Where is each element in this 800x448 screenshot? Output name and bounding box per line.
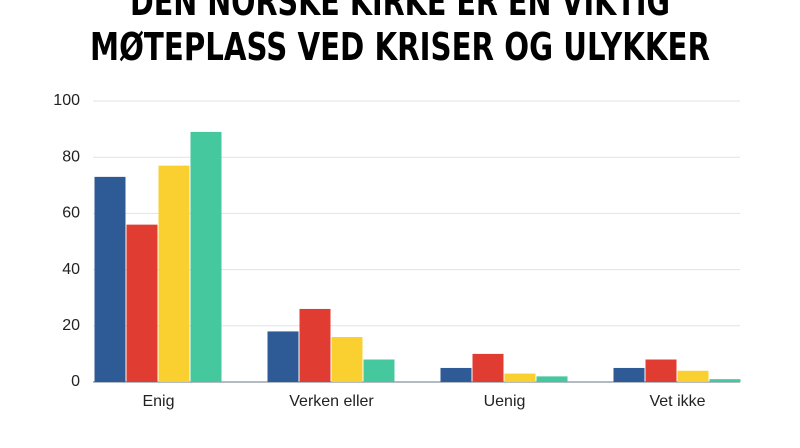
x-tick-label: Enig	[142, 393, 174, 410]
bar	[645, 359, 677, 382]
y-tick-label: 80	[62, 148, 80, 165]
bar	[299, 308, 331, 382]
bar	[158, 165, 190, 382]
bar	[126, 224, 158, 382]
y-tick-label: 60	[62, 205, 80, 222]
chart-title: MØTEPLASS VED KRISER OG ULYKKER	[90, 25, 710, 69]
bar	[363, 359, 395, 382]
y-tick-label: 20	[62, 317, 80, 334]
bar	[94, 176, 126, 382]
bar	[709, 379, 741, 382]
bar	[190, 131, 222, 382]
x-tick-label: Vet ikke	[649, 393, 705, 410]
y-tick-label: 40	[62, 261, 80, 278]
bar	[536, 376, 568, 382]
bar	[504, 373, 536, 382]
bar	[677, 370, 709, 382]
bar	[472, 353, 504, 382]
x-tick-label: Verken eller	[289, 393, 374, 410]
bar	[613, 367, 645, 382]
bar	[440, 367, 472, 382]
bar	[267, 331, 299, 382]
y-tick-label: 100	[53, 92, 80, 109]
x-tick-label: Uenig	[484, 393, 526, 410]
chart-title: DEN NORSKE KIRKE ER EN VIKTIG	[130, 0, 670, 24]
bar	[331, 337, 363, 382]
y-tick-label: 0	[71, 373, 80, 390]
